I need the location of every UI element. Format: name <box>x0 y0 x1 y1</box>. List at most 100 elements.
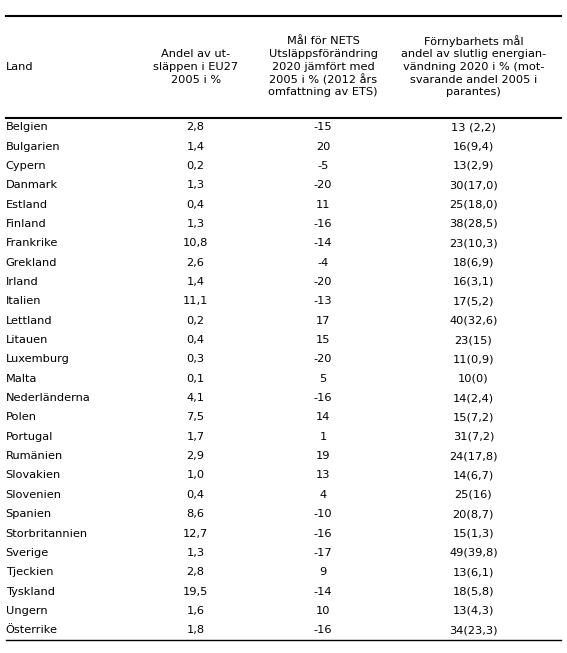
Text: Slovakien: Slovakien <box>6 470 61 481</box>
Text: 2005 i %: 2005 i % <box>171 74 221 85</box>
Text: Estland: Estland <box>6 200 48 210</box>
Text: -17: -17 <box>314 548 332 558</box>
Text: 15(1,3): 15(1,3) <box>452 528 494 539</box>
Text: parantes): parantes) <box>446 88 501 97</box>
Text: 19: 19 <box>316 451 331 461</box>
Text: svarande andel 2005 i: svarande andel 2005 i <box>410 74 537 85</box>
Text: 0,2: 0,2 <box>187 161 205 171</box>
Text: -20: -20 <box>314 355 332 364</box>
Text: -14: -14 <box>314 586 332 597</box>
Text: 10,8: 10,8 <box>183 238 208 248</box>
Text: Finland: Finland <box>6 219 46 229</box>
Text: Utsläppsförändring: Utsläppsförändring <box>269 49 378 59</box>
Text: Förnybarhets mål: Förnybarhets mål <box>424 35 523 48</box>
Text: -16: -16 <box>314 219 332 229</box>
Text: 0,2: 0,2 <box>187 315 205 326</box>
Text: 0,3: 0,3 <box>187 355 205 364</box>
Text: 8,6: 8,6 <box>187 509 205 519</box>
Text: 10: 10 <box>316 606 331 616</box>
Text: 5: 5 <box>319 374 327 384</box>
Text: 1,7: 1,7 <box>187 432 205 442</box>
Text: 15(7,2): 15(7,2) <box>452 413 494 422</box>
Text: Cypern: Cypern <box>6 161 46 171</box>
Text: Lettland: Lettland <box>6 315 52 326</box>
Text: 1,8: 1,8 <box>187 626 205 635</box>
Text: 0,4: 0,4 <box>187 200 205 210</box>
Text: 13 (2,2): 13 (2,2) <box>451 122 496 132</box>
Text: 31(7,2): 31(7,2) <box>452 432 494 442</box>
Text: 14(2,4): 14(2,4) <box>453 393 494 403</box>
Text: 16(3,1): 16(3,1) <box>452 277 494 287</box>
Text: Sverige: Sverige <box>6 548 49 558</box>
Text: 1,3: 1,3 <box>187 219 205 229</box>
Text: -5: -5 <box>318 161 329 171</box>
Text: -16: -16 <box>314 626 332 635</box>
Text: 2,6: 2,6 <box>187 258 205 268</box>
Text: Rumänien: Rumänien <box>6 451 63 461</box>
Text: -16: -16 <box>314 393 332 403</box>
Text: Belgien: Belgien <box>6 122 48 132</box>
Text: Litauen: Litauen <box>6 335 48 345</box>
Text: Luxemburg: Luxemburg <box>6 355 70 364</box>
Text: 4: 4 <box>320 490 327 500</box>
Text: Slovenien: Slovenien <box>6 490 62 500</box>
Text: Bulgarien: Bulgarien <box>6 142 60 151</box>
Text: 2020 jämfört med: 2020 jämfört med <box>272 62 374 72</box>
Text: 9: 9 <box>319 567 327 577</box>
Text: 2,8: 2,8 <box>187 122 205 132</box>
Text: 1: 1 <box>319 432 327 442</box>
Text: Andel av ut-: Andel av ut- <box>161 49 230 59</box>
Text: 23(10,3): 23(10,3) <box>449 238 498 248</box>
Text: 25(16): 25(16) <box>455 490 492 500</box>
Text: Polen: Polen <box>6 413 37 422</box>
Text: 13(2,9): 13(2,9) <box>452 161 494 171</box>
Text: 7,5: 7,5 <box>187 413 205 422</box>
Text: 4,1: 4,1 <box>187 393 205 403</box>
Text: 11(0,9): 11(0,9) <box>452 355 494 364</box>
Text: -20: -20 <box>314 277 332 287</box>
Text: 1,3: 1,3 <box>187 180 205 190</box>
Text: -15: -15 <box>314 122 332 132</box>
Text: 25(18,0): 25(18,0) <box>449 200 498 210</box>
Text: Mål för NETS: Mål för NETS <box>287 37 359 46</box>
Text: 1,6: 1,6 <box>187 606 205 616</box>
Text: 2005 i % (2012 års: 2005 i % (2012 års <box>269 74 377 86</box>
Text: Nederländerna: Nederländerna <box>6 393 90 403</box>
Text: Danmark: Danmark <box>6 180 58 190</box>
Text: 11,1: 11,1 <box>183 296 208 306</box>
Text: 20(8,7): 20(8,7) <box>452 509 494 519</box>
Text: 23(15): 23(15) <box>455 335 492 345</box>
Text: 30(17,0): 30(17,0) <box>449 180 498 190</box>
Text: 15: 15 <box>316 335 331 345</box>
Text: -16: -16 <box>314 528 332 539</box>
Text: Ungern: Ungern <box>6 606 47 616</box>
Text: 49(39,8): 49(39,8) <box>449 548 498 558</box>
Text: Malta: Malta <box>6 374 37 384</box>
Text: 14(6,7): 14(6,7) <box>452 470 494 481</box>
Text: 12,7: 12,7 <box>183 528 208 539</box>
Text: 19,5: 19,5 <box>183 586 208 597</box>
Text: 16(9,4): 16(9,4) <box>452 142 494 151</box>
Text: Grekland: Grekland <box>6 258 57 268</box>
Text: 10(0): 10(0) <box>458 374 489 384</box>
Text: 1,4: 1,4 <box>187 277 205 287</box>
Text: andel av slutlig energian-: andel av slutlig energian- <box>401 49 546 59</box>
Text: 40(32,6): 40(32,6) <box>449 315 497 326</box>
Text: -20: -20 <box>314 180 332 190</box>
Text: Frankrike: Frankrike <box>6 238 58 248</box>
Text: Österrike: Österrike <box>6 626 58 635</box>
Text: Storbritannien: Storbritannien <box>6 528 88 539</box>
Text: 13(4,3): 13(4,3) <box>452 606 494 616</box>
Text: 13(6,1): 13(6,1) <box>452 567 494 577</box>
Text: 14: 14 <box>316 413 331 422</box>
Text: 0,1: 0,1 <box>187 374 205 384</box>
Text: släppen i EU27: släppen i EU27 <box>153 62 238 72</box>
Text: -14: -14 <box>314 238 332 248</box>
Text: Italien: Italien <box>6 296 41 306</box>
Text: -10: -10 <box>314 509 332 519</box>
Text: 17(5,2): 17(5,2) <box>452 296 494 306</box>
Text: Land: Land <box>6 62 33 72</box>
Text: 11: 11 <box>316 200 331 210</box>
Text: 24(17,8): 24(17,8) <box>449 451 498 461</box>
Text: 0,4: 0,4 <box>187 490 205 500</box>
